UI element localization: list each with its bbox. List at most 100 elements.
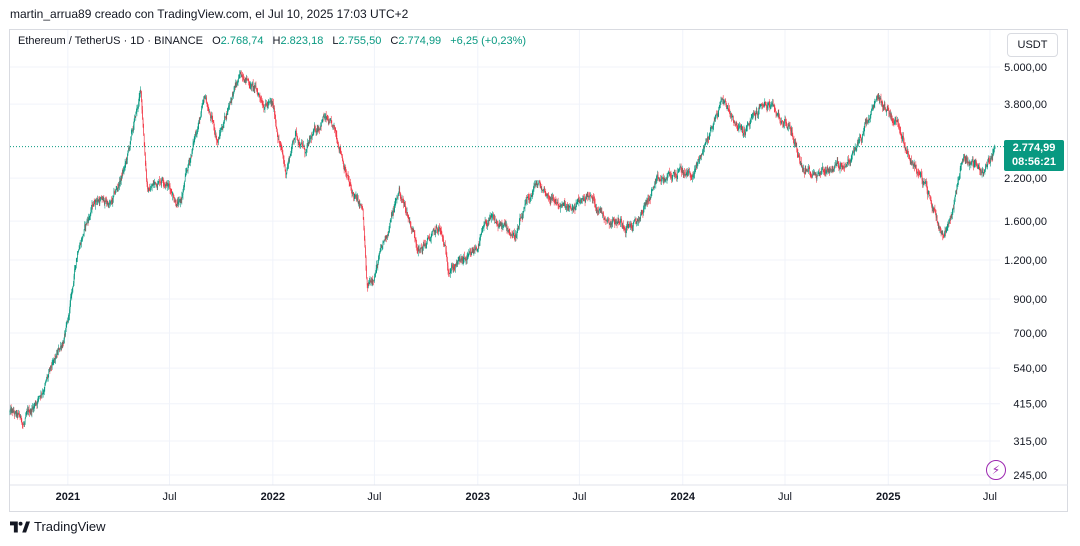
candle-body: [170, 190, 172, 193]
candle-body: [161, 179, 162, 184]
candle-body: [434, 230, 436, 233]
candle-body: [179, 199, 180, 201]
candle-body: [11, 410, 12, 412]
candle-body: [928, 193, 930, 196]
candle-body: [617, 219, 619, 223]
candle-body: [738, 127, 740, 129]
candle-body: [253, 86, 255, 89]
candle-body: [115, 188, 117, 191]
candle-body: [785, 122, 787, 124]
candle-body: [719, 104, 721, 108]
candle-body: [484, 224, 485, 226]
candle-body: [834, 164, 836, 168]
candle-body: [361, 206, 363, 209]
candle-body: [659, 178, 661, 180]
candle-body: [782, 121, 784, 124]
last-price-value: 2.774,99: [1012, 142, 1056, 154]
candle-body: [100, 197, 102, 200]
candle-body: [273, 103, 274, 109]
candle-body: [721, 98, 723, 100]
candle-body: [840, 163, 842, 165]
candle-body: [134, 116, 135, 122]
candle-body: [932, 207, 934, 210]
candle-body: [961, 163, 963, 165]
candle-body: [64, 334, 65, 340]
candle-body: [949, 217, 951, 220]
candle-body: [425, 244, 426, 246]
candle-body: [279, 141, 280, 144]
candle-body: [681, 168, 682, 173]
candle-body: [97, 199, 98, 202]
candle-body: [203, 98, 205, 102]
candle-body: [654, 183, 656, 185]
candle-body: [464, 256, 465, 259]
candle-body: [816, 176, 817, 179]
candle-body: [926, 181, 927, 186]
candle-body: [862, 133, 864, 135]
candle-body: [758, 106, 760, 111]
candle-body: [760, 104, 762, 106]
x-tick-label: Jul: [778, 491, 792, 503]
candle-body: [818, 172, 820, 174]
candle-body: [16, 412, 18, 415]
candle-body: [939, 228, 940, 229]
candle-body: [727, 105, 728, 108]
candle-body: [101, 198, 103, 201]
candle-body: [293, 139, 295, 141]
candle-body: [337, 143, 339, 145]
candle-body: [75, 265, 77, 267]
candle-body: [624, 228, 626, 231]
candle-body: [588, 196, 590, 197]
candle-body: [371, 279, 373, 282]
candle-body: [833, 169, 835, 170]
candle-body: [23, 424, 25, 426]
candle-body: [638, 220, 640, 221]
last-price-tag: 2.774,99 08:56:21: [1004, 140, 1064, 171]
candle-body: [388, 231, 389, 236]
candle-body: [597, 209, 598, 212]
candle-body: [604, 218, 606, 219]
candle-body: [372, 279, 374, 281]
candle-body: [271, 101, 272, 103]
candle-body: [686, 171, 687, 175]
candle-body: [730, 113, 731, 115]
candle-body: [492, 215, 493, 217]
candle-body: [722, 99, 723, 100]
candle-body: [98, 200, 100, 202]
candle-body: [111, 200, 112, 202]
candle-body: [416, 247, 418, 249]
candle-body: [133, 125, 134, 131]
candle-body: [133, 121, 135, 126]
candle-body: [521, 217, 523, 220]
candle-body: [458, 259, 459, 261]
candle-body: [736, 125, 738, 127]
candle-body: [663, 178, 664, 181]
candle-body: [802, 170, 804, 171]
candle-body: [217, 141, 219, 143]
candle-body: [512, 235, 513, 238]
candle-body: [896, 121, 898, 123]
symbol-label[interactable]: Ethereum / TetherUS · 1D · BINANCE: [18, 35, 204, 47]
candle-body: [195, 134, 197, 135]
currency-button[interactable]: USDT: [1007, 33, 1058, 57]
candle-body: [688, 171, 689, 173]
candle-body: [32, 407, 33, 409]
candle-body: [177, 201, 178, 204]
candle-body: [212, 121, 214, 123]
candle-body: [900, 134, 902, 139]
candle-body: [753, 113, 754, 114]
candle-body: [962, 159, 964, 161]
candle-body: [898, 122, 899, 126]
candle-body: [775, 108, 776, 112]
candle-body: [518, 226, 520, 229]
candle-body: [327, 118, 329, 120]
candle-body: [178, 199, 180, 202]
candle-body: [344, 168, 346, 172]
candle-body: [163, 182, 165, 184]
lightning-icon[interactable]: ⚡︎: [986, 460, 1006, 480]
candle-body: [819, 172, 821, 174]
candle-body: [465, 259, 467, 260]
candle-body: [429, 237, 430, 241]
candle-body: [775, 111, 777, 114]
